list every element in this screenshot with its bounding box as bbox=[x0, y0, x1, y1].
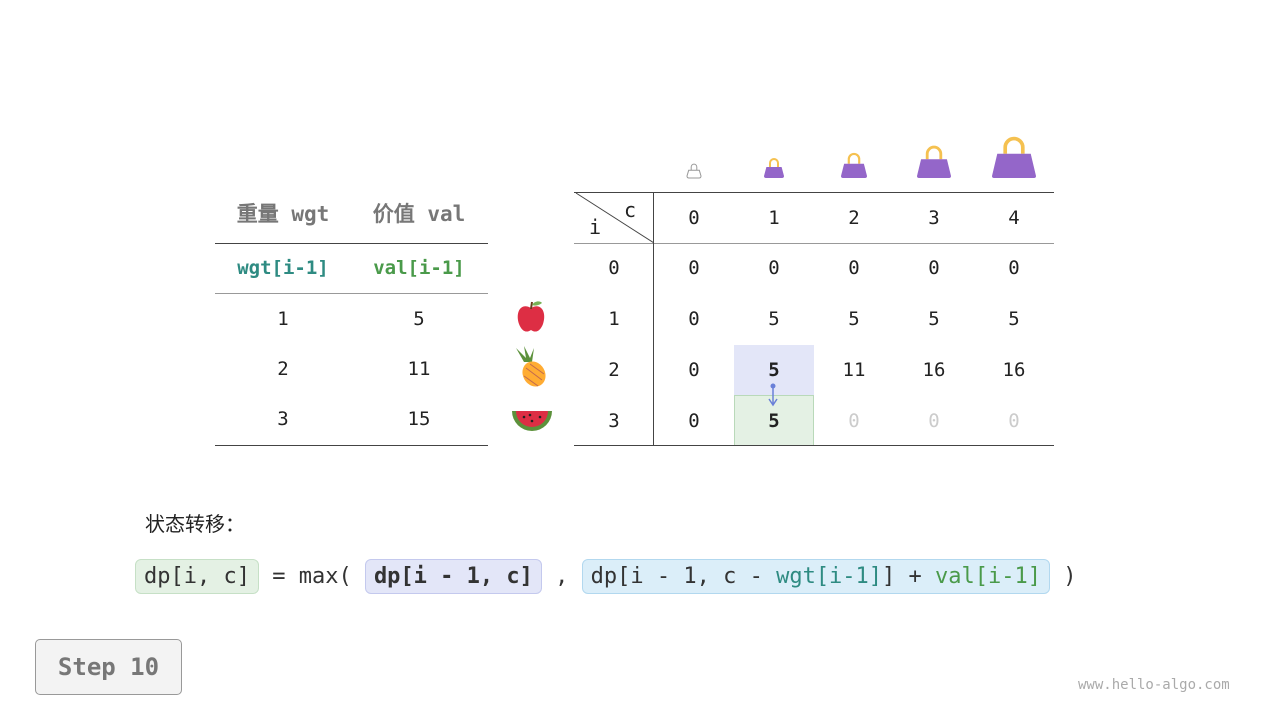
col-header: 0 bbox=[688, 207, 700, 229]
watermark: www.hello-algo.com bbox=[1078, 677, 1230, 693]
formula-arg2-val: val[i-1] bbox=[935, 564, 1041, 589]
formula-eq: = max( bbox=[258, 564, 365, 589]
dp-cell: 0 bbox=[688, 257, 700, 279]
col-header: 4 bbox=[1008, 207, 1020, 229]
bag-size-2-icon bbox=[841, 152, 867, 178]
bag-size-4-icon bbox=[992, 136, 1036, 178]
watermelon-icon bbox=[512, 411, 552, 431]
value-cell: 11 bbox=[407, 358, 431, 380]
corner-c-label: c bbox=[624, 198, 637, 222]
divider bbox=[215, 243, 488, 244]
weight-cell: 1 bbox=[277, 308, 289, 330]
dp-cell: 5 bbox=[768, 308, 780, 330]
formula-comma: , bbox=[541, 564, 582, 589]
value-cell: 15 bbox=[407, 408, 431, 430]
weight-cell: 3 bbox=[277, 408, 289, 430]
divider bbox=[653, 192, 654, 446]
col-header: 3 bbox=[928, 207, 940, 229]
divider bbox=[215, 293, 488, 294]
header-weight: 重量 wgt bbox=[236, 202, 330, 226]
dp-cell: 0 bbox=[928, 257, 940, 279]
row-header: 0 bbox=[608, 257, 620, 279]
formula: dp[i, c] = max( dp[i - 1, c] , dp[i - 1,… bbox=[135, 559, 1077, 594]
value-cell: 5 bbox=[413, 308, 425, 330]
formula-close: ) bbox=[1050, 564, 1077, 589]
bag-size-1-icon bbox=[764, 158, 784, 178]
subheader-val: val[i-1] bbox=[373, 257, 465, 279]
formula-lhs: dp[i, c] bbox=[135, 559, 259, 594]
dp-cell: 16 bbox=[1002, 359, 1026, 381]
formula-label: 状态转移： bbox=[145, 512, 245, 536]
formula-arg2: dp[i - 1, c - wgt[i-1]] + val[i-1] bbox=[581, 559, 1050, 594]
col-header: 1 bbox=[768, 207, 780, 229]
formula-arg2-prefix: dp[i - 1, c - bbox=[590, 564, 777, 589]
formula-arg2-wgt: wgt[i-1] bbox=[776, 564, 883, 589]
arrow-down-icon bbox=[768, 383, 778, 407]
weight-cell: 2 bbox=[277, 358, 289, 380]
dp-cell: 5 bbox=[1008, 308, 1020, 330]
corner-i-label: i bbox=[589, 215, 602, 239]
dp-cell: 11 bbox=[842, 359, 866, 381]
divider bbox=[574, 445, 1054, 446]
subheader-wgt: wgt[i-1] bbox=[237, 257, 329, 279]
dp-cell: 16 bbox=[922, 359, 946, 381]
dp-cell: 0 bbox=[1008, 257, 1020, 279]
row-header: 2 bbox=[608, 359, 620, 381]
dp-cell: 0 bbox=[848, 410, 860, 432]
divider bbox=[574, 192, 1054, 193]
pineapple-icon bbox=[516, 346, 546, 387]
dp-cell: 0 bbox=[848, 257, 860, 279]
apple-icon bbox=[517, 301, 545, 332]
formula-arg1: dp[i - 1, c] bbox=[364, 559, 542, 594]
divider bbox=[574, 243, 1054, 244]
step-button[interactable]: Step 10 bbox=[35, 639, 182, 695]
header-value: 价值 val bbox=[372, 202, 466, 226]
dp-cell: 5 bbox=[768, 359, 780, 381]
bag-size-3-icon bbox=[917, 145, 951, 178]
dp-cell: 5 bbox=[768, 410, 780, 432]
col-header: 2 bbox=[848, 207, 860, 229]
bag-empty-icon bbox=[686, 163, 702, 179]
dp-cell: 0 bbox=[688, 308, 700, 330]
dp-cell: 5 bbox=[848, 308, 860, 330]
dp-cell: 0 bbox=[1008, 410, 1020, 432]
dp-cell: 0 bbox=[928, 410, 940, 432]
row-header: 1 bbox=[608, 308, 620, 330]
row-header: 3 bbox=[608, 410, 620, 432]
divider bbox=[215, 445, 488, 446]
dp-cell: 5 bbox=[928, 308, 940, 330]
corner-diagonal bbox=[575, 192, 654, 244]
dp-cell: 0 bbox=[768, 257, 780, 279]
formula-arg2-mid: ] + bbox=[882, 564, 936, 589]
dp-cell: 0 bbox=[688, 359, 700, 381]
dp-cell: 0 bbox=[688, 410, 700, 432]
